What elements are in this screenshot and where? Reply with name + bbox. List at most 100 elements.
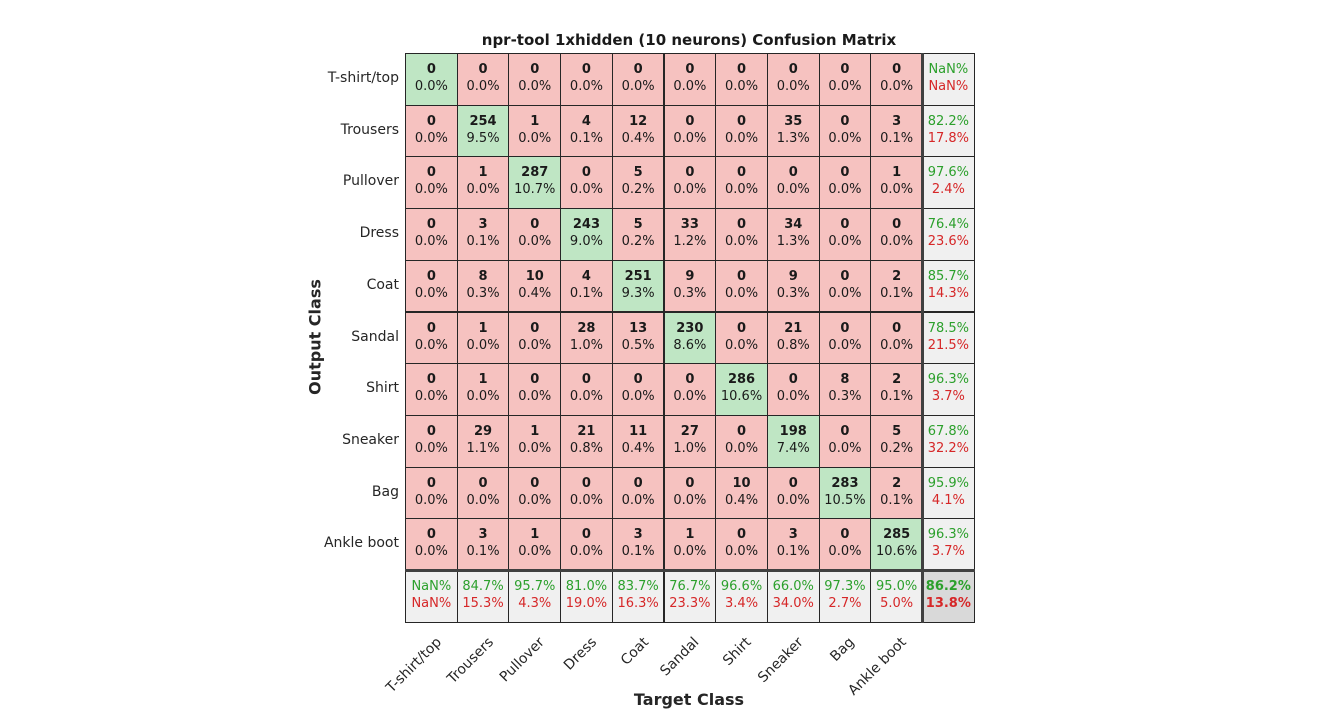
cell-count: 0 (788, 372, 798, 388)
cell-count: 0 (530, 217, 540, 233)
cell-percent: 8.6% (673, 337, 707, 353)
cell-percent: 1.0% (673, 440, 707, 456)
cell-percent: 0.0% (518, 130, 552, 146)
column-summary-cell: NaN% NaN% (405, 570, 458, 623)
row-error: 3.7% (931, 544, 965, 560)
row-label: Shirt (366, 380, 399, 397)
cell-percent: 0.2% (621, 182, 655, 198)
cell-count: 0 (478, 62, 488, 77)
cell-percent: 10.7% (514, 182, 556, 198)
column-summary-cell: 95.7% 4.3% (508, 570, 562, 623)
matrix-cell: 0 0.0% (405, 518, 458, 571)
cell-count: 33 (680, 217, 699, 233)
cell-count: 0 (426, 527, 436, 543)
cell-count: 10 (525, 268, 544, 284)
cell-percent: 0.0% (673, 182, 707, 198)
row-summary-cell: 96.3% 3.7% (922, 518, 975, 571)
cell-count: 1 (892, 165, 902, 181)
row-label: Coat (366, 276, 399, 293)
matrix-cell: 0 0.0% (818, 518, 872, 571)
cell-percent: 0.0% (725, 234, 759, 250)
matrix-cell: 11 0.4% (611, 414, 665, 468)
cell-count: 0 (426, 372, 436, 388)
column-error: 3.4% (725, 596, 759, 611)
cell-percent: 0.3% (776, 285, 810, 301)
cell-percent: 0.0% (725, 79, 759, 94)
cell-count: 0 (530, 372, 540, 388)
column-recall: 96.6% (720, 579, 763, 594)
column-error: 2.7% (828, 596, 862, 611)
column-recall: 95.7% (514, 579, 556, 594)
cell-percent: 0.0% (673, 389, 707, 405)
cell-count: 29 (473, 423, 493, 439)
cell-count: 0 (426, 268, 436, 284)
matrix-cell: 1 0.0% (508, 518, 562, 571)
column-label: Pullover (497, 634, 548, 686)
cell-percent: 0.0% (414, 182, 448, 198)
matrix-cell: 0 0.0% (766, 363, 820, 416)
cell-count: 230 (676, 320, 704, 336)
cell-count: 3 (788, 527, 798, 543)
matrix-cell: 9 0.3% (663, 259, 717, 313)
matrix-cell: 8 0.3% (818, 363, 872, 416)
matrix-cell: 8 0.3% (456, 259, 510, 313)
matrix-cell: 0 0.0% (715, 53, 768, 106)
matrix-cell: 0 0.0% (818, 104, 872, 158)
cell-percent: 0.8% (776, 337, 810, 353)
cell-count: 0 (581, 475, 591, 491)
cell-percent: 1.2% (673, 234, 707, 250)
cell-percent: 0.4% (621, 130, 655, 146)
cell-percent: 0.0% (621, 389, 655, 405)
cell-percent: 0.0% (725, 182, 759, 198)
cell-percent: 0.1% (880, 492, 914, 508)
cell-count: 0 (581, 62, 591, 77)
matrix-cell: 4 0.1% (560, 104, 613, 158)
column-label: Bag (827, 634, 859, 665)
cell-percent: 0.0% (466, 79, 500, 94)
matrix-cell: 0 0.0% (715, 311, 768, 365)
matrix-cell: 0 0.0% (405, 311, 458, 365)
column-recall: 81.0% (565, 579, 608, 594)
row-label: Sandal (351, 328, 399, 345)
cell-count: 0 (426, 165, 436, 181)
row-error: 3.7% (931, 389, 965, 405)
cell-count: 2 (892, 475, 902, 491)
cell-count: 0 (426, 217, 436, 233)
cell-percent: 0.0% (518, 492, 552, 508)
matrix-cell: 0 0.0% (611, 363, 665, 416)
matrix-cell: 283 10.5% (818, 466, 872, 520)
cell-percent: 0.0% (880, 337, 914, 353)
cell-count: 5 (892, 423, 902, 439)
row-summary-cell: 97.6% 2.4% (922, 156, 975, 210)
cell-count: 9 (788, 268, 798, 284)
cell-percent: 0.0% (518, 337, 552, 353)
column-label: Sneaker (754, 634, 807, 686)
row-label: T-shirt/top (327, 70, 399, 86)
matrix-cell: 198 7.4% (766, 414, 820, 468)
cell-percent: 0.0% (725, 337, 759, 353)
matrix-cell: 28 1.0% (560, 311, 613, 365)
cell-percent: 0.1% (621, 544, 655, 560)
matrix-cell: 0 0.0% (818, 208, 872, 261)
cell-percent: 0.1% (880, 285, 914, 301)
cell-count: 198 (779, 423, 807, 439)
row-precision: 76.4% (927, 217, 969, 233)
cell-count: 4 (581, 113, 591, 129)
cell-percent: 0.1% (880, 130, 914, 146)
row-error: 4.1% (931, 492, 965, 508)
row-error: 32.2% (927, 440, 969, 456)
matrix-cell: 21 0.8% (560, 414, 613, 468)
matrix-cell: 0 0.0% (818, 259, 872, 313)
cell-percent: 0.0% (518, 234, 552, 250)
column-label: Coat (617, 634, 652, 669)
matrix-cell: 5 0.2% (870, 414, 923, 468)
matrix-cell: 0 0.0% (715, 259, 768, 313)
cell-count: 0 (426, 62, 436, 77)
row-summary-cell: 95.9% 4.1% (922, 466, 975, 520)
matrix-cell: 230 8.6% (663, 311, 717, 365)
cell-count: 21 (577, 423, 596, 439)
matrix-cell: 1 0.0% (508, 104, 562, 158)
matrix-cell: 2 0.1% (870, 466, 923, 520)
x-axis-label: Target Class (633, 690, 745, 709)
row-summary-cell: 76.4% 23.6% (922, 208, 975, 261)
